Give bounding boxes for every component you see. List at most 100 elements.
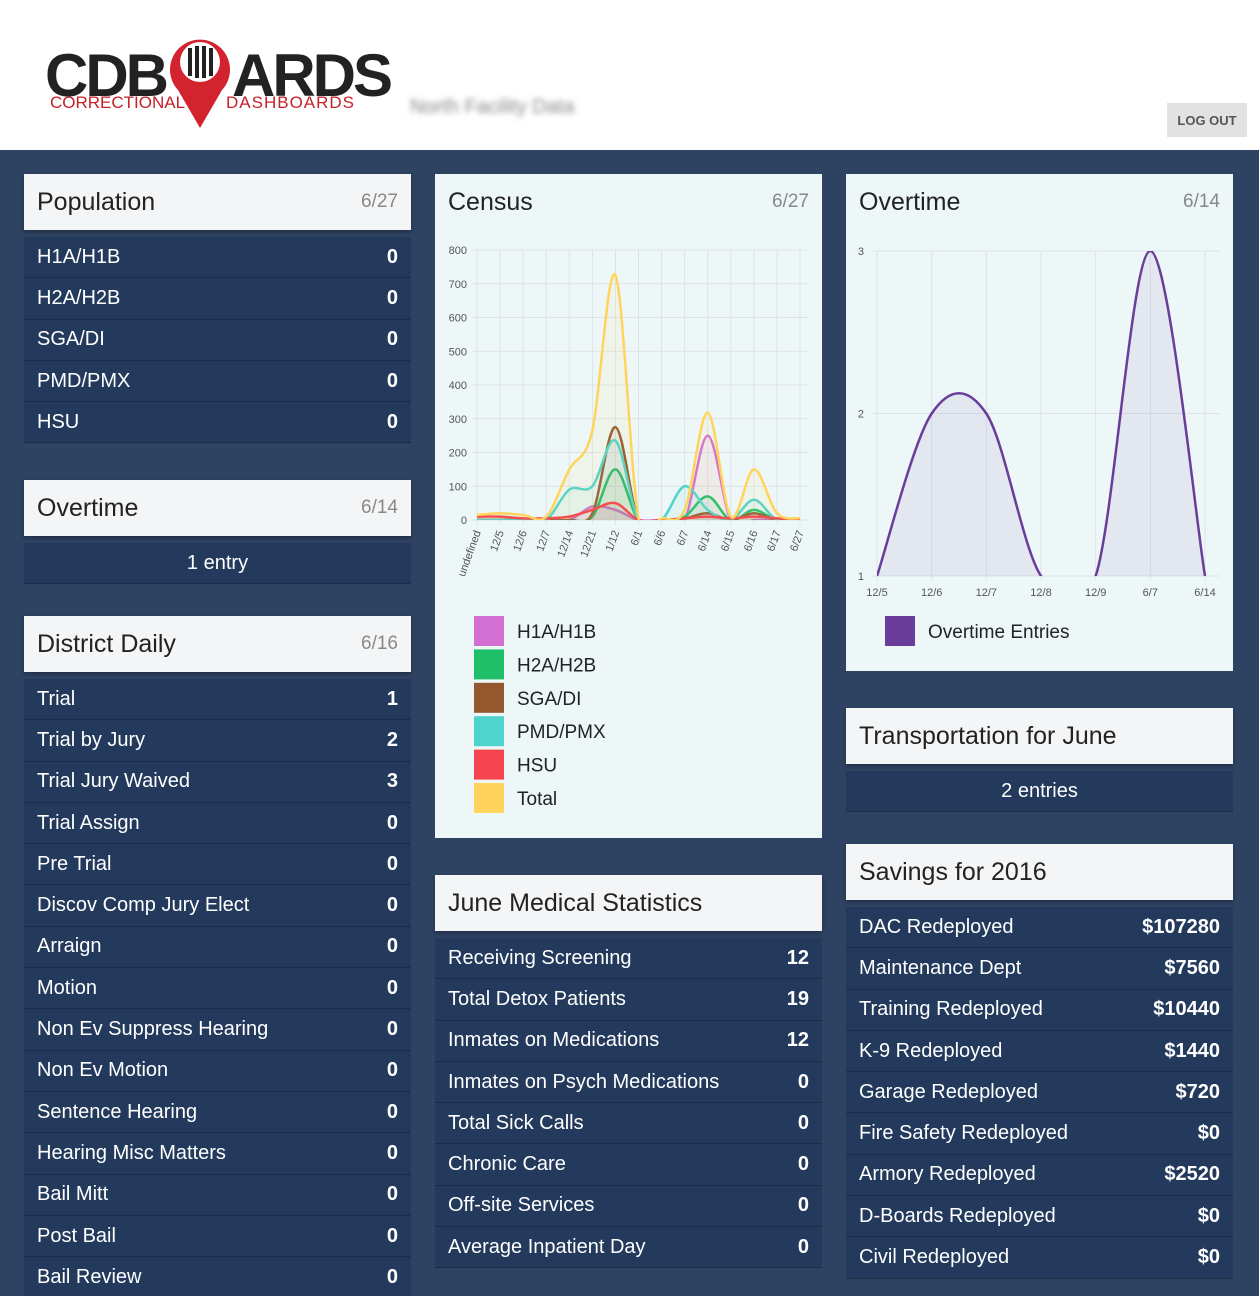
- stat-value: 0: [386, 1018, 398, 1041]
- stat-value: 3: [386, 770, 398, 793]
- population-card: Population 6/27 H1A/H1B 0 H2A/H2B 0 SGA/DI 0 PM…: [24, 174, 411, 444]
- line: [877, 251, 1207, 576]
- legend-swatch: [474, 682, 504, 713]
- card-body: Trial 1 Trial by Jury 2 Trial Jury Waived 3 Tr…: [24, 672, 411, 1296]
- card-header: District Daily 6/16: [24, 616, 411, 672]
- stat-label: Non Ev Suppress Hearing: [37, 1018, 269, 1041]
- stat-value: 0: [386, 245, 398, 268]
- card-title: Population: [37, 187, 156, 216]
- card-title: Overtime: [37, 493, 139, 522]
- stat-value: 0: [386, 1224, 398, 1247]
- x-tick-label: 6/15: [719, 529, 738, 553]
- entry-count: 1 entry: [186, 551, 249, 574]
- logout-button[interactable]: LOG OUT: [1167, 103, 1247, 137]
- y-tick-label: 600: [449, 313, 467, 325]
- card-title: June Medical Statistics: [448, 888, 703, 917]
- stat-value: $0: [1197, 1204, 1220, 1227]
- overtime-card: Overtime 6/14 1 entry: [24, 480, 411, 585]
- logo-pin-hole: [180, 42, 220, 82]
- district-daily-card: District Daily 6/16 Trial 1 Trial by Jury 2 T…: [24, 616, 411, 1296]
- stat-value: 0: [386, 1100, 398, 1123]
- stat-value: 0: [797, 1235, 809, 1258]
- stat-row: Post Bail 0: [24, 1215, 411, 1258]
- legend-label: H2A/H2B: [517, 655, 596, 676]
- x-tick-label: 6/6: [652, 529, 669, 547]
- card-date: 6/16: [361, 633, 398, 654]
- stat-row: Total Detox Patients 19: [435, 979, 822, 1021]
- stat-value: 0: [386, 976, 398, 999]
- stat-row: Hearing Misc Matters 0: [24, 1133, 411, 1175]
- y-tick-label: 2: [858, 409, 864, 421]
- stat-row: Arraign 0: [24, 926, 411, 969]
- facility-name: North Facility Data: [410, 96, 575, 118]
- stat-row: Trial Assign 0: [24, 802, 411, 845]
- y-tick-label: 100: [449, 481, 467, 493]
- transportation-card: Transportation for June 2 entries: [846, 708, 1233, 813]
- stat-row: Motion 0: [24, 968, 411, 1010]
- stat-label: Armory Redeployed: [859, 1163, 1036, 1186]
- card-date: 6/27: [772, 191, 809, 212]
- stat-row: Sentence Hearing 0: [24, 1091, 411, 1134]
- stat-row: Armory Redeployed $2520: [846, 1154, 1233, 1197]
- x-tick-label: 12/5: [866, 587, 887, 599]
- stat-value: 0: [386, 811, 398, 834]
- stat-label: D-Boards Redeployed: [859, 1204, 1056, 1227]
- plot: [477, 273, 801, 520]
- x-tick-label: 6/7: [675, 529, 692, 547]
- x-tick-label: 12/6: [921, 587, 942, 599]
- stat-value: $0: [1197, 1246, 1220, 1269]
- card-title: Transportation for June: [859, 721, 1117, 750]
- stat-value: 1: [386, 687, 398, 710]
- area: [477, 435, 800, 520]
- card-title: Overtime: [859, 187, 961, 216]
- stat-row: H1A/H1B 0: [24, 237, 411, 279]
- stat-value: 12: [786, 946, 809, 969]
- legend-label: HSU: [517, 756, 557, 777]
- x-tick-label: 12/9: [1085, 587, 1106, 599]
- card-date: 6/14: [361, 497, 398, 518]
- medical-card: June Medical Statistics Receiving Screen…: [435, 875, 822, 1269]
- y-tick-label: 3: [858, 246, 864, 258]
- stat-row: Trial Jury Waived 3: [24, 761, 411, 803]
- logo: CDB ARDS CORRECTIONAL DASHBOARDS: [45, 39, 394, 128]
- card-header: Transportation for June: [846, 708, 1233, 764]
- legend-swatch: [474, 716, 504, 747]
- stat-row: Fire Safety Redeployed $0: [846, 1113, 1233, 1155]
- card-header: Savings for 2016: [846, 844, 1233, 900]
- x-tick-label: 12/7: [534, 529, 553, 553]
- stat-label: Trial Assign: [37, 811, 140, 834]
- stat-value: 0: [386, 1183, 398, 1206]
- x-tick-label: 6/14: [696, 529, 715, 553]
- overtime-chart: 1 2 3 12/5 12/6 12/7 12/8 12/9 6/7 6/14 Overtime E…: [858, 246, 1220, 646]
- stat-row: Non Ev Motion 0: [24, 1050, 411, 1092]
- stat-row: HSU 0: [24, 402, 411, 444]
- stat-row: Trial by Jury 2: [24, 720, 411, 762]
- entry-row[interactable]: 2 entries: [846, 771, 1233, 813]
- stat-label: Discov Comp Jury Elect: [37, 894, 250, 917]
- y-tick-label: 200: [449, 448, 467, 460]
- stat-label: Motion: [37, 976, 98, 999]
- stat-value: 0: [386, 894, 398, 917]
- card-body: 2 entries: [846, 764, 1233, 813]
- logo-tagline: DASHBOARDS: [226, 93, 355, 112]
- logo-bars: [188, 46, 213, 78]
- stat-value: 0: [797, 1070, 809, 1093]
- legend-label: Total: [517, 789, 557, 810]
- entry-row[interactable]: 1 entry: [24, 543, 411, 585]
- stat-row: Off-site Services 0: [435, 1185, 822, 1228]
- stat-row: Bail Review 0: [24, 1257, 411, 1296]
- header: CDB ARDS CORRECTIONAL DASHBOARDS North F…: [0, 0, 1259, 150]
- stat-label: K-9 Redeployed: [859, 1039, 1003, 1062]
- x-tick-label: 12/5: [488, 529, 507, 553]
- x-tick-label: 6/16: [742, 529, 761, 553]
- stat-value: 0: [797, 1111, 809, 1134]
- entry-count: 2 entries: [1001, 779, 1078, 802]
- stat-label: Chronic Care: [448, 1153, 566, 1176]
- stat-row: Garage Redeployed $720: [846, 1072, 1233, 1114]
- card-header: Overtime 6/14: [846, 174, 1233, 230]
- card-header: June Medical Statistics: [435, 875, 822, 931]
- x-tick-label: 6/14: [1194, 587, 1215, 599]
- stat-value: $720: [1175, 1080, 1221, 1103]
- stat-value: $0: [1197, 1122, 1220, 1145]
